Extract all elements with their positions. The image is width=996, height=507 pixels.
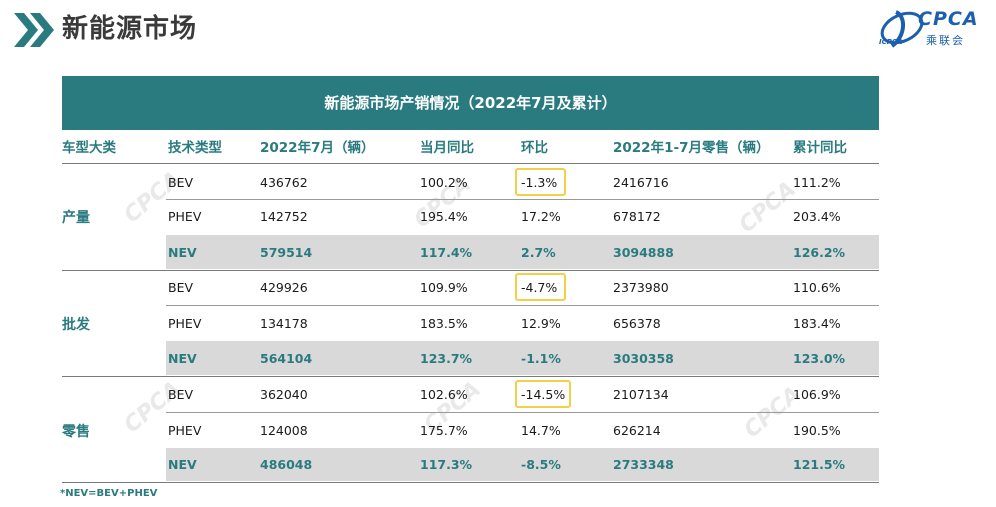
column-header-yoy: 当月同比	[420, 140, 474, 156]
cell-month: 142752	[260, 209, 308, 224]
cell-type: BEV	[168, 175, 194, 190]
nev-row-band	[166, 235, 879, 269]
cell-ytd: 2107134	[613, 387, 669, 402]
cell-ytd-yoy: 106.9%	[793, 387, 841, 402]
cell-yoy: 175.7%	[420, 423, 468, 438]
column-header-ytd-retail: 2022年1-7月零售（辆）	[613, 140, 770, 156]
cell-ytd: 3030358	[613, 351, 674, 366]
cell-yoy: 117.3%	[420, 457, 473, 472]
cell-month: 436762	[260, 175, 308, 190]
row-divider	[166, 305, 879, 306]
cell-mom: -1.1%	[521, 351, 561, 366]
cell-ytd: 626214	[613, 423, 661, 438]
cell-ytd-yoy: 121.5%	[793, 457, 846, 472]
cell-ytd-yoy: 183.4%	[793, 316, 841, 331]
mom-highlight-box	[515, 273, 566, 301]
cell-mom: -14.5%	[521, 387, 566, 402]
cell-ytd: 2373980	[613, 280, 669, 295]
cell-yoy: 117.4%	[420, 245, 473, 260]
cell-month: 486048	[260, 457, 313, 472]
row-divider	[166, 199, 879, 200]
category-label-production: 产量	[62, 210, 90, 226]
row-divider	[166, 412, 879, 413]
footnote: *NEV=BEV+PHEV	[60, 488, 158, 499]
nev-row-band	[166, 448, 879, 481]
nev-row-band	[166, 341, 879, 375]
table-bottom-border	[62, 482, 879, 483]
cell-yoy: 109.9%	[420, 280, 468, 295]
cell-ytd: 3094888	[613, 245, 674, 260]
group-divider	[62, 376, 879, 377]
mom-highlight-box	[515, 380, 571, 408]
chevron-double-icon	[14, 13, 54, 47]
table-title: 新能源市场产销情况（2022年7月及累计）	[62, 76, 879, 130]
mom-highlight-box	[515, 168, 566, 196]
cell-type: NEV	[168, 351, 197, 366]
cell-month: 579514	[260, 245, 313, 260]
cell-mom: 2.7%	[521, 245, 556, 260]
cell-ytd-yoy: 111.2%	[793, 175, 841, 190]
page-title: 新能源市场	[62, 14, 198, 44]
cell-mom: 12.9%	[521, 316, 561, 331]
cell-ytd: 2733348	[613, 457, 674, 472]
category-label-wholesale: 批发	[62, 317, 90, 333]
column-header-mom: 环比	[521, 140, 548, 156]
cell-type: BEV	[168, 280, 194, 295]
cell-type: BEV	[168, 387, 194, 402]
column-header-july-volume: 2022年7月（辆）	[260, 140, 375, 156]
logo-text: CPCA	[918, 8, 979, 30]
cell-month: 564104	[260, 351, 313, 366]
column-header-tech-type: 技术类型	[168, 140, 222, 156]
cell-ytd-yoy: 126.2%	[793, 245, 846, 260]
cell-type: PHEV	[168, 209, 202, 224]
cell-month: 429926	[260, 280, 308, 295]
column-header-category: 车型大类	[62, 140, 116, 156]
cell-yoy: 195.4%	[420, 209, 468, 224]
watermark-logo-icon: CPCA	[734, 176, 801, 239]
cell-ytd-yoy: 203.4%	[793, 209, 841, 224]
cell-type: NEV	[168, 457, 197, 472]
cell-ytd-yoy: 190.5%	[793, 423, 841, 438]
cell-mom: -4.7%	[521, 280, 558, 295]
cell-ytd-yoy: 110.6%	[793, 280, 841, 295]
cell-mom: -8.5%	[521, 457, 561, 472]
cell-yoy: 100.2%	[420, 175, 468, 190]
cell-month: 124008	[260, 423, 308, 438]
cell-type: NEV	[168, 245, 197, 260]
group-divider	[62, 270, 879, 271]
cell-yoy: 102.6%	[420, 387, 468, 402]
cpca-logo-icon	[880, 10, 924, 48]
cell-ytd: 2416716	[613, 175, 669, 190]
category-label-retail: 零售	[62, 424, 90, 440]
cell-month: 134178	[260, 316, 308, 331]
cell-month: 362040	[260, 387, 308, 402]
cell-ytd: 678172	[613, 209, 661, 224]
cell-yoy: 183.5%	[420, 316, 468, 331]
column-header-ytd-yoy: 累计同比	[793, 140, 847, 156]
header-divider	[62, 163, 879, 164]
cell-yoy: 123.7%	[420, 351, 473, 366]
cell-ytd-yoy: 123.0%	[793, 351, 846, 366]
logo-subtitle: 乘联会	[926, 34, 965, 47]
cell-type: PHEV	[168, 423, 202, 438]
logo-small-text: ICPCR	[879, 38, 903, 46]
cell-mom: -1.3%	[521, 175, 558, 190]
cell-mom: 17.2%	[521, 209, 561, 224]
cell-ytd: 656378	[613, 316, 661, 331]
cell-type: PHEV	[168, 316, 202, 331]
cell-mom: 14.7%	[521, 423, 561, 438]
